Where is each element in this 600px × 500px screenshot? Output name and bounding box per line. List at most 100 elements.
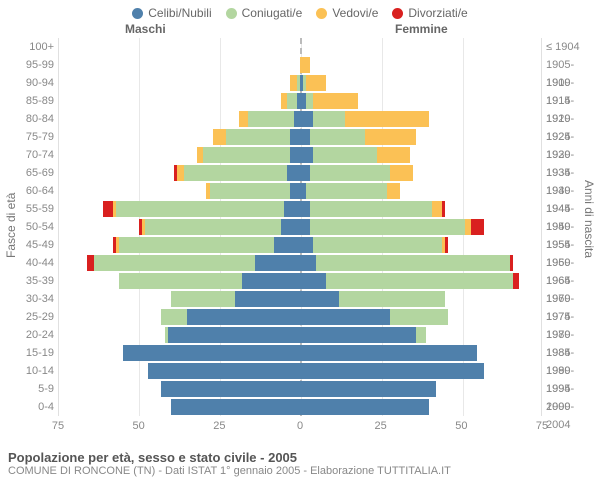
birth-label: 1915-1919: [542, 92, 600, 110]
bar-row: [59, 236, 541, 254]
age-label: 40-44: [0, 254, 58, 272]
x-tick: 0: [297, 420, 303, 432]
bar-male: [165, 327, 301, 343]
birth-label: 1940-1944: [542, 182, 600, 200]
birth-label: 1950-1954: [542, 218, 600, 236]
segment: [471, 219, 484, 235]
bar-male: [161, 381, 300, 397]
segment: [313, 147, 378, 163]
bar-row: [59, 92, 541, 110]
birth-label: 1925-1929: [542, 128, 600, 146]
plot-area: Fasce di età Anni di nascita 100+95-9990…: [0, 38, 600, 446]
bar-female: [300, 345, 477, 361]
segment: [442, 201, 445, 217]
birth-label: 1975-1979: [542, 308, 600, 326]
segment: [300, 165, 310, 181]
segment: [290, 183, 300, 199]
bar-female: [300, 399, 429, 415]
segment: [300, 219, 310, 235]
segment: [161, 381, 300, 397]
segment: [239, 111, 249, 127]
bar-male: [119, 273, 300, 289]
segment: [310, 201, 433, 217]
footer: Popolazione per età, sesso e stato civil…: [0, 446, 600, 477]
birth-label: 1945-1949: [542, 200, 600, 218]
legend-item: Divorziati/e: [392, 6, 467, 20]
age-label: 70-74: [0, 146, 58, 164]
segment: [274, 237, 300, 253]
segment: [310, 129, 365, 145]
bar-female: [300, 219, 484, 235]
x-tick: 75: [536, 420, 548, 432]
x-tick: 25: [375, 420, 387, 432]
segment: [300, 255, 316, 271]
legend-label: Divorziati/e: [408, 6, 467, 20]
segment: [510, 255, 513, 271]
bar-male: [174, 165, 300, 181]
age-label: 80-84: [0, 110, 58, 128]
age-label: 95-99: [0, 56, 58, 74]
bar-female: [300, 147, 410, 163]
age-label: 65-69: [0, 164, 58, 182]
birth-label: 1980-1984: [542, 326, 600, 344]
segment: [300, 129, 310, 145]
birth-label: 1965-1969: [542, 272, 600, 290]
segment: [171, 399, 300, 415]
age-label: 100+: [0, 38, 58, 56]
birth-label: 1960-1964: [542, 254, 600, 272]
bar-male: [139, 219, 300, 235]
bar-male: [281, 93, 300, 109]
bar-female: [300, 129, 416, 145]
segment: [300, 291, 339, 307]
bar-male: [206, 183, 300, 199]
bar-row: [59, 110, 541, 128]
segment: [242, 273, 300, 289]
legend-swatch: [392, 8, 403, 19]
bar-row: [59, 146, 541, 164]
age-label: 30-34: [0, 290, 58, 308]
age-label: 20-24: [0, 326, 58, 344]
segment: [287, 165, 300, 181]
age-label: 0-4: [0, 398, 58, 416]
age-label: 15-19: [0, 344, 58, 362]
bar-row: [59, 182, 541, 200]
birth-label: 1905-1909: [542, 56, 600, 74]
birth-label: 1995-1999: [542, 380, 600, 398]
segment: [300, 399, 429, 415]
segment: [103, 201, 113, 217]
segment: [300, 345, 477, 361]
segment: [300, 57, 310, 73]
segment: [316, 255, 510, 271]
birth-label: 1910-1914: [542, 74, 600, 92]
segment: [445, 237, 448, 253]
age-label: 45-49: [0, 236, 58, 254]
segment: [284, 201, 300, 217]
segment: [248, 111, 293, 127]
bar-male: [148, 363, 300, 379]
segment: [94, 255, 255, 271]
bar-row: [59, 74, 541, 92]
bar-row: [59, 380, 541, 398]
bar-female: [300, 237, 448, 253]
segment: [390, 165, 413, 181]
segment: [300, 237, 313, 253]
segment: [310, 219, 465, 235]
bar-male: [239, 111, 300, 127]
bar-female: [300, 201, 445, 217]
segment: [255, 255, 300, 271]
segment: [123, 345, 300, 361]
segment: [290, 147, 300, 163]
birth-label: 1920-1924: [542, 110, 600, 128]
segment: [203, 147, 290, 163]
bar-male: [87, 255, 300, 271]
segment: [310, 165, 391, 181]
x-tick: 50: [455, 420, 467, 432]
segment: [145, 219, 281, 235]
x-axis: 7550250255075: [58, 420, 542, 436]
segment: [313, 111, 345, 127]
birth-label: 1955-1959: [542, 236, 600, 254]
bar-female: [300, 165, 413, 181]
segment: [306, 75, 325, 91]
birth-label: 1970-1974: [542, 290, 600, 308]
bar-row: [59, 128, 541, 146]
